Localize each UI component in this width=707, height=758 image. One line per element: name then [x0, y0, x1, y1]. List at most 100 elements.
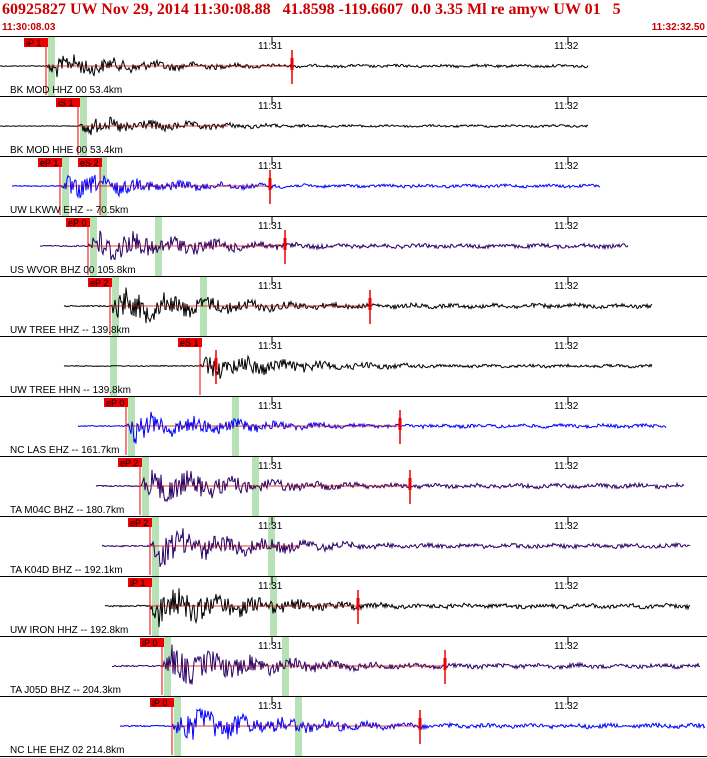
phase-pick-flag[interactable]	[128, 518, 152, 527]
phase-pick-label: iP 0	[152, 698, 167, 708]
minute-tick-label: 11:32	[554, 461, 579, 472]
amplitude-marker-box[interactable]	[368, 298, 372, 310]
waveform	[0, 54, 589, 78]
waveform	[0, 116, 589, 136]
minute-tick-label: 11:31	[258, 641, 283, 652]
waveform	[111, 644, 700, 685]
station-label: UW TREE HHZ -- 139.8km	[10, 325, 130, 336]
trace-row[interactable]: 11:31 11:32 eP 0 US WVOR BHZ 00 105.8km	[0, 217, 707, 277]
phase-pick-flag[interactable]	[118, 458, 142, 467]
minute-tick-label: 11:32	[554, 161, 579, 172]
phase-pick-label: iS 1	[58, 98, 74, 108]
trace-row[interactable]: 11:31 11:32 iP 1 BK MOD HHZ 00 53.4km	[0, 37, 707, 97]
waveform	[95, 469, 685, 503]
trace-row[interactable]: 11:31 11:32 eP 2 TA K04D BHZ -- 192.1km	[0, 517, 707, 577]
p-window-band	[152, 577, 159, 636]
phase-pick-flag[interactable]	[56, 98, 80, 107]
waveform	[104, 588, 691, 628]
minute-tick-label: 11:32	[554, 41, 579, 52]
waveform	[39, 230, 629, 261]
minute-tick-label: 11:31	[258, 161, 283, 172]
minute-tick-label: 11:31	[258, 221, 283, 232]
s-window-band	[155, 217, 162, 276]
minute-tick-label: 11:31	[258, 41, 283, 52]
window-end-time: 11:32:32.50	[651, 22, 705, 33]
minute-tick-label: 11:32	[554, 341, 579, 352]
amplitude-marker-box[interactable]	[290, 58, 294, 70]
trace-row[interactable]: 11:31 11:32 eP 0 NC LAS EHZ -- 161.7km	[0, 397, 707, 457]
station-label: TA J05D BHZ -- 204.3km	[10, 685, 121, 696]
amplitude-marker-box[interactable]	[283, 238, 287, 250]
minute-tick-label: 11:31	[258, 521, 283, 532]
trace-row[interactable]: 11:31 11:32 iP 0 TA J05D BHZ -- 204.3km	[0, 637, 707, 697]
s-window-band	[270, 577, 277, 636]
station-label: UW LKWW EHZ -- 70.5km	[10, 205, 128, 216]
phase-pick-flag[interactable]	[66, 218, 90, 227]
waveform	[11, 174, 601, 199]
phase-pick-label: eS 1	[180, 338, 199, 348]
trace-row[interactable]: 11:31 11:32 eS 1 UW TREE HHN -- 139.8km	[0, 337, 707, 397]
station-label: NC LAS EHZ -- 161.7km	[10, 445, 119, 456]
event-title: 60925827 UW Nov 29, 2014 11:30:08.88 41.…	[2, 1, 621, 18]
minute-tick-label: 11:31	[258, 401, 283, 412]
station-label: TA K04D BHZ -- 192.1km	[10, 565, 123, 576]
station-label: BK MOD HHE 00 53.4km	[10, 145, 123, 156]
waveform	[63, 354, 653, 379]
phase-pick-flag[interactable]	[178, 338, 202, 347]
waveform	[63, 287, 653, 324]
phase-pick-label: eP 2	[120, 458, 138, 468]
minute-tick-label: 11:31	[258, 581, 283, 592]
trace-row[interactable]: 11:31 11:32 eP 2 UW TREE HHZ -- 139.8km	[0, 277, 707, 337]
minute-tick-label: 11:31	[258, 341, 283, 352]
waveform	[101, 528, 691, 567]
window-start-time: 11:30:08.03	[2, 22, 56, 33]
station-label: UW TREE HHN -- 139.8km	[10, 385, 131, 396]
amplitude-marker-box[interactable]	[268, 178, 272, 190]
phase-pick-flag[interactable]	[128, 578, 152, 587]
s-window-band	[200, 277, 207, 336]
minute-tick-label: 11:32	[554, 581, 579, 592]
trace-row[interactable]: 11:31 11:32 iP 1 UW IRON HHZ -- 192.8km	[0, 577, 707, 637]
amplitude-marker-box[interactable]	[408, 478, 412, 490]
phase-pick-flag[interactable]	[88, 278, 112, 287]
phase-pick-flag[interactable]	[24, 38, 48, 47]
amplitude-marker-box[interactable]	[356, 598, 360, 610]
station-label: UW IRON HHZ -- 192.8km	[10, 625, 128, 636]
amplitude-marker-box[interactable]	[214, 358, 218, 370]
s-window-band	[295, 697, 302, 756]
p-window-band	[152, 517, 159, 576]
phase-pick-label: eP 2	[130, 518, 148, 528]
trace-row[interactable]: 11:31 11:32 iS 1 BK MOD HHE 00 53.4km	[0, 97, 707, 157]
phase-pick-flag[interactable]	[78, 158, 102, 167]
phase-pick-label: eP 2	[90, 278, 108, 288]
phase-pick-flag[interactable]	[150, 698, 174, 707]
waveform	[77, 411, 667, 444]
p-window-band	[110, 337, 117, 396]
amplitude-marker-box[interactable]	[398, 418, 402, 430]
phase-pick-label: eS 2	[80, 158, 99, 168]
trace-row[interactable]: 11:31 11:32 eP 2 TA M04C BHZ -- 180.7km	[0, 457, 707, 517]
minute-tick-label: 11:31	[258, 461, 283, 472]
minute-tick-label: 11:32	[554, 401, 579, 412]
trace-row[interactable]: 11:31 11:32 iP 0 NC LHE EHZ 02 214.8km	[0, 697, 707, 757]
phase-pick-label: iP 0	[142, 638, 157, 648]
amplitude-marker-box[interactable]	[418, 718, 422, 730]
phase-pick-label: eP 0	[68, 218, 86, 228]
minute-tick-label: 11:32	[554, 701, 579, 712]
minute-tick-label: 11:31	[258, 101, 283, 112]
minute-tick-label: 11:32	[554, 221, 579, 232]
phase-pick-label: iP 1	[26, 38, 41, 48]
p-window-band	[48, 37, 55, 96]
minute-tick-label: 11:32	[554, 641, 579, 652]
amplitude-marker-box[interactable]	[443, 658, 447, 670]
s-window-band	[100, 157, 107, 216]
trace-row[interactable]: 11:31 11:32 eP 1 eS 2 UW LKWW EHZ -- 70.5km	[0, 157, 707, 217]
phase-pick-flag[interactable]	[38, 158, 62, 167]
p-window-band	[90, 217, 97, 276]
station-label: US WVOR BHZ 00 105.8km	[10, 265, 136, 276]
phase-pick-flag[interactable]	[140, 638, 164, 647]
station-label: NC LHE EHZ 02 214.8km	[10, 745, 125, 756]
phase-pick-flag[interactable]	[104, 398, 128, 407]
minute-tick-label: 11:32	[554, 521, 579, 532]
